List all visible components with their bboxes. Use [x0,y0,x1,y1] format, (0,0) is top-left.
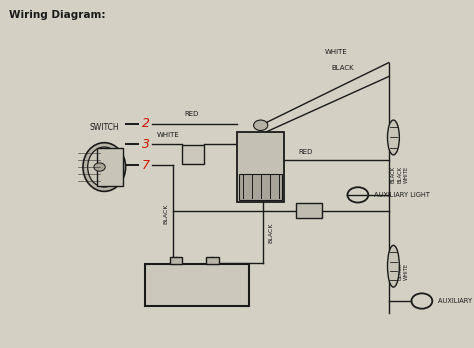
Text: RED: RED [185,111,199,117]
Text: BLACK: BLACK [391,263,395,280]
Text: 2: 2 [142,117,150,130]
FancyBboxPatch shape [296,203,322,219]
Text: BATTERY: BATTERY [169,290,224,300]
Circle shape [254,120,268,130]
FancyBboxPatch shape [97,148,123,186]
Text: 7: 7 [142,159,150,172]
Text: 12 VDC: 12 VDC [174,275,219,285]
Text: BLACK: BLACK [397,165,402,183]
Text: AUXILIARY LIGHT: AUXILIARY LIGHT [438,298,474,304]
Text: BLACK: BLACK [391,165,395,183]
Ellipse shape [387,120,399,155]
FancyBboxPatch shape [237,132,284,202]
Text: FUSE: FUSE [301,208,317,213]
Text: BLACK: BLACK [397,263,402,280]
FancyBboxPatch shape [206,257,219,264]
Text: BLACK: BLACK [269,222,274,243]
Text: 3: 3 [142,138,150,151]
Ellipse shape [88,147,121,187]
Text: FUSE: FUSE [185,150,201,155]
FancyBboxPatch shape [182,145,204,164]
Text: BLACK: BLACK [332,65,355,71]
FancyBboxPatch shape [145,264,249,306]
Text: SWITCH: SWITCH [90,123,119,132]
Text: RED: RED [299,149,313,155]
Ellipse shape [83,143,126,191]
Text: 3A: 3A [189,157,197,161]
Text: RELAY: RELAY [249,152,273,161]
Text: WHITE: WHITE [325,49,347,55]
Text: WHITE: WHITE [404,263,409,280]
Text: WHITE: WHITE [404,165,409,183]
Text: BLACK: BLACK [164,204,168,224]
FancyBboxPatch shape [170,257,182,264]
Text: AUXILIARY LIGHT: AUXILIARY LIGHT [374,192,430,198]
Text: +: + [208,265,217,275]
Text: WHITE: WHITE [157,132,180,138]
Circle shape [94,163,105,171]
Text: -: - [174,265,178,275]
FancyBboxPatch shape [239,174,282,200]
Text: Wiring Diagram:: Wiring Diagram: [9,10,106,21]
Ellipse shape [387,245,399,287]
